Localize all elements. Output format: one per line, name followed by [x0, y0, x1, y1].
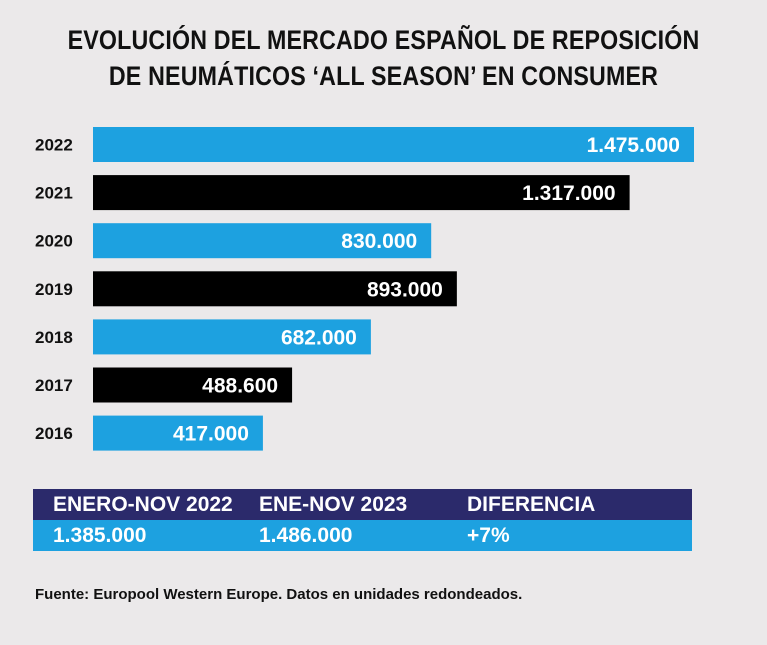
bar-value-label-2017: 488.600: [202, 375, 278, 398]
year-label-2017: 2017: [35, 376, 73, 395]
bar-2020: [93, 223, 432, 259]
year-label-2020: 2020: [35, 232, 73, 251]
summary-header-diferencia: DIFERENCIA: [467, 492, 596, 516]
summary-header-row: ENERO-NOV 2022 ENE-NOV 2023 DIFERENCIA: [33, 489, 692, 520]
bar-2016: [93, 415, 263, 451]
bar-2017: [93, 367, 293, 403]
year-label-2016: 2016: [35, 424, 73, 443]
bar-value-label-2018: 682.000: [281, 326, 357, 349]
chart-title-line-1: EVOLUCIÓN DEL MERCADO ESPAÑOL DE REPOSIC…: [67, 25, 700, 55]
summary-value-2023: 1.486.000: [259, 523, 353, 547]
bar-chart: 2022 1.475.000 2021 1.317.000 2020 830.000 201…: [35, 127, 694, 451]
year-label-2022: 2022: [35, 136, 73, 155]
source-note: Fuente: Europool Western Europe. Datos e…: [35, 586, 523, 603]
summary-header-enero-nov-2022: ENERO-NOV 2022: [53, 492, 233, 516]
bar-value-label-2016: 417.000: [173, 423, 249, 446]
summary-header-ene-nov-2023: ENE-NOV 2023: [259, 492, 408, 516]
summary-table: ENERO-NOV 2022 ENE-NOV 2023 DIFERENCIA 1…: [33, 489, 692, 551]
summary-value-diferencia: +7%: [467, 523, 510, 547]
bar-2021: [93, 175, 630, 211]
bar-2019: [93, 271, 457, 307]
chart-title-line-2: DE NEUMÁTICOS ‘ALL SEASON’ EN CONSUMER: [108, 61, 659, 91]
year-label-2018: 2018: [35, 328, 73, 347]
bar-value-label-2019: 893.000: [367, 278, 443, 301]
summary-value-2022: 1.385.000: [53, 523, 147, 547]
bar-value-label-2020: 830.000: [341, 230, 417, 253]
year-label-2019: 2019: [35, 280, 73, 299]
bar-2022: [93, 127, 694, 162]
chart-title: EVOLUCIÓN DEL MERCADO ESPAÑOL DE REPOSIC…: [54, 22, 714, 94]
bar-2018: [93, 319, 371, 355]
summary-values-row: 1.385.000 1.486.000 +7%: [33, 520, 692, 551]
bar-value-label-2021: 1.317.000: [522, 182, 615, 205]
bar-value-label-2022: 1.475.000: [587, 134, 680, 157]
year-label-2021: 2021: [35, 184, 73, 203]
